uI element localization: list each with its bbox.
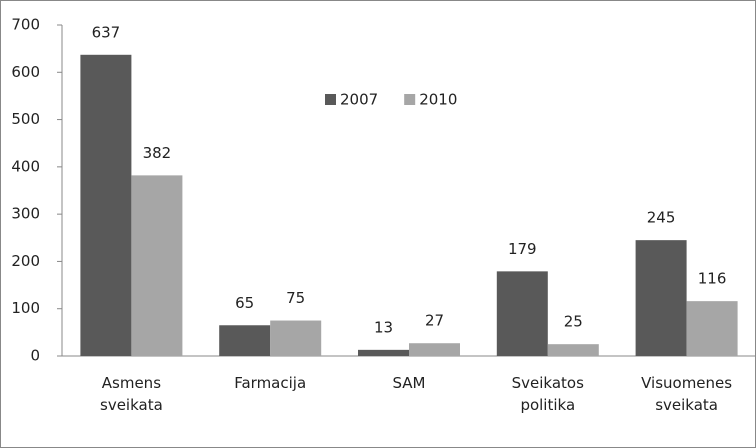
y-tick-label: 700 [11, 16, 40, 34]
y-tick-label: 500 [11, 110, 40, 128]
bar [131, 175, 183, 356]
y-tick-label: 300 [11, 205, 40, 223]
y-tick-label: 200 [11, 252, 40, 270]
bar [219, 325, 271, 356]
legend-label: 2007 [340, 91, 378, 109]
bar [496, 271, 548, 356]
legend-swatch [325, 94, 336, 105]
bar [80, 54, 132, 356]
y-tick-label: 100 [11, 299, 40, 317]
value-label: 179 [508, 240, 537, 258]
value-label: 27 [425, 312, 444, 330]
value-label: 13 [374, 318, 393, 336]
bar [547, 344, 599, 356]
y-tick-label: 600 [11, 63, 40, 81]
x-tick-label: SAM [392, 374, 426, 392]
legend-swatch [404, 94, 416, 105]
value-label: 25 [564, 313, 583, 331]
bar [358, 349, 409, 356]
y-tick-label: 400 [11, 157, 40, 175]
value-label: 382 [143, 144, 172, 162]
bar [409, 343, 460, 356]
x-tick-label: Farmacija [234, 374, 307, 392]
x-tick-label: Asmens sveikata [100, 374, 163, 414]
value-label: 637 [92, 23, 121, 41]
x-tick-label: Visuomenes sveikata [641, 374, 733, 414]
y-tick-label: 0 [30, 347, 40, 365]
bar [270, 320, 322, 356]
legend-label: 2010 [419, 91, 457, 109]
bar [686, 301, 738, 356]
bar [635, 240, 687, 356]
value-label: 75 [286, 289, 305, 307]
value-label: 245 [647, 209, 676, 227]
x-tick-label: Sveikatos politika [511, 374, 584, 414]
value-label: 65 [235, 294, 254, 312]
value-label: 116 [698, 270, 727, 288]
